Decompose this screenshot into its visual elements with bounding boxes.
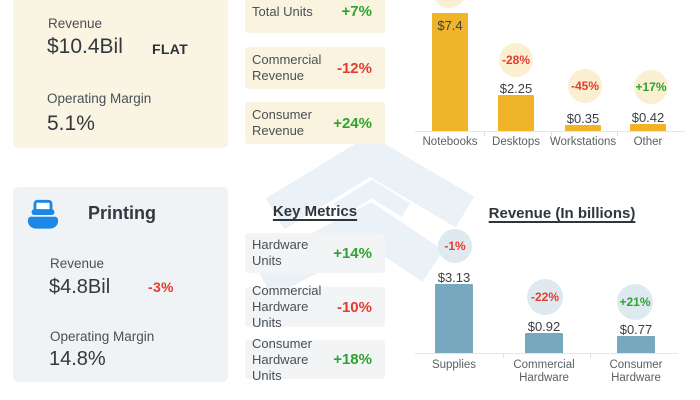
revenue-chart-title: Revenue (In billions) <box>488 205 636 222</box>
top-margin-label: Operating Margin <box>47 91 152 106</box>
bar <box>525 333 563 353</box>
metric-label: Commercial Hardware Units <box>252 283 322 330</box>
bar-value-label: $0.42 <box>631 110 665 125</box>
metric-hardware-units: Hardware Units +14% <box>245 233 385 273</box>
metric-value: -12% <box>336 59 372 77</box>
category-label: Other <box>633 136 663 148</box>
bar-value-label: $7.4 <box>437 18 463 33</box>
category-label: Desktops <box>492 136 540 148</box>
metric-total-units: Total Units +7% <box>245 0 385 33</box>
bar <box>617 336 655 353</box>
axis-tick <box>590 354 591 358</box>
bar <box>498 95 534 131</box>
change-badge: -28% <box>499 43 533 77</box>
metric-value: +7% <box>341 3 372 20</box>
printing-revenue-value: $4.8Bil <box>49 276 111 298</box>
key-metrics-title: Key Metrics <box>272 203 358 220</box>
printing-revenue-change: -3% <box>148 279 174 295</box>
change-value: -45% <box>570 79 599 93</box>
metric-label: Consumer Revenue <box>252 107 312 138</box>
axis-tick <box>617 132 618 136</box>
change-value: +17% <box>635 80 667 94</box>
change-badge: +21% <box>617 284 653 320</box>
metric-value: +18% <box>333 351 372 368</box>
printer-icon <box>27 199 59 229</box>
top-margin-value: 5.1% <box>47 112 95 135</box>
axis-tick <box>484 132 485 136</box>
change-value: -28% <box>501 53 530 67</box>
change-badge: +17% <box>634 70 668 104</box>
bar-value-label: $0.92 <box>527 319 561 334</box>
metric-commercial-revenue: Commercial Revenue -12% <box>245 47 385 89</box>
change-value: -22% <box>530 290 559 304</box>
top-revenue-change: FLAT <box>152 41 188 57</box>
bar <box>565 125 601 131</box>
metric-label: Commercial Revenue <box>252 52 322 83</box>
bar-value-label: $0.77 <box>619 322 653 337</box>
category-label: Notebooks <box>422 136 478 148</box>
top-revenue-value: $10.4Bil <box>47 35 123 58</box>
metric-label: Consumer Hardware Units <box>252 335 312 383</box>
change-value: -1% <box>444 239 466 253</box>
bar <box>435 284 473 353</box>
category-label: Supplies <box>431 359 477 371</box>
metric-value: +14% <box>333 244 372 262</box>
metric-commercial-hardware-units: Commercial Hardware Units -10% <box>245 283 385 330</box>
axis-tick <box>503 354 504 358</box>
top-summary-panel <box>13 0 228 148</box>
chart-x-axis <box>415 131 685 132</box>
bar-value-label: $0.35 <box>566 111 600 126</box>
category-label: Commercial Hardware <box>513 359 575 384</box>
bar-value-label: $3.13 <box>437 270 471 285</box>
metric-consumer-hardware-units: Consumer Hardware Units +18% <box>245 336 385 383</box>
metric-value: +24% <box>333 114 372 132</box>
change-badge: -22% <box>527 279 563 315</box>
bar <box>630 124 666 131</box>
change-badge: -45% <box>568 69 602 103</box>
axis-tick <box>551 132 552 136</box>
printing-margin-value: 14.8% <box>49 348 106 370</box>
metric-consumer-revenue: Consumer Revenue +24% <box>245 102 385 144</box>
change-value: +21% <box>619 295 651 309</box>
chart-x-axis <box>415 353 678 354</box>
metric-label: Hardware Units <box>252 237 309 268</box>
printing-title: Printing <box>88 203 156 223</box>
category-label: Consumer Hardware <box>609 359 663 384</box>
category-label: Workstations <box>549 136 617 148</box>
printing-revenue-label: Revenue <box>50 256 105 271</box>
top-revenue-label: Revenue <box>48 16 103 31</box>
printing-margin-label: Operating Margin <box>50 329 155 344</box>
change-badge: -1% <box>438 229 472 263</box>
metric-label: Total Units <box>252 3 313 19</box>
bar <box>432 13 468 131</box>
metric-value: -10% <box>336 298 372 316</box>
bar-value-label: $2.25 <box>499 81 533 96</box>
change-badge <box>432 0 466 8</box>
